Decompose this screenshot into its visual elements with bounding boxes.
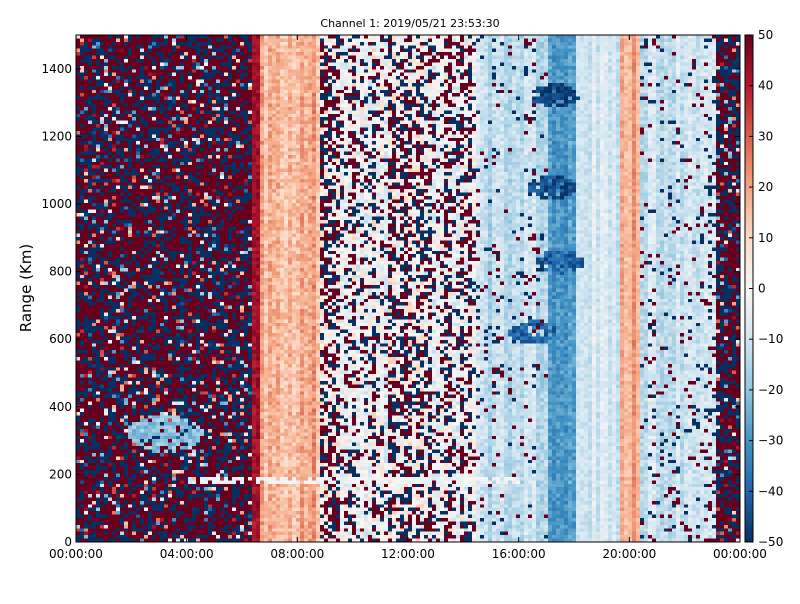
x-tick-label: 08:00:00 [270,547,324,561]
colorbar-tick-label: −20 [758,383,783,397]
y-tick-label: 400 [49,400,72,414]
y-tick-label: 600 [49,332,72,346]
colorbar-tick-label: 20 [758,180,773,194]
x-axis: 00:00:00 04:00:00 08:00:00 12:00:00 16:00:00… [49,35,767,561]
colorbar-tick-label: −30 [758,434,783,448]
x-tick-label: 00:00:00 [49,547,103,561]
x-tick-label: 12:00:00 [381,547,435,561]
colorbar-tick-label: 30 [758,129,773,143]
colorbar-tick-label: −40 [758,484,783,498]
colorbar-tick-label: 40 [758,79,773,93]
colorbar-tick-label: −50 [758,535,783,549]
y-tick-label: 1400 [41,62,72,76]
x-tick-label: 00:00:00 [713,547,767,561]
y-tick-label: 1000 [41,197,72,211]
x-tick-label: 20:00:00 [602,547,656,561]
chart-title: Channel 1: 2019/05/21 23:53:30 [320,17,499,30]
heatmap [76,35,740,542]
x-tick-label: 04:00:00 [160,547,214,561]
colorbar-tick-label: 0 [758,282,766,296]
y-tick-label: 200 [49,467,72,481]
colorbar-tick-label: 50 [758,28,773,42]
colorbar-axis: 50 40 30 20 10 0 −10 −20 −30 −40 −50 [749,28,783,549]
heatmap-image [76,35,740,542]
colorbar-tick-label: −10 [758,332,783,346]
y-tick-label: 800 [49,265,72,279]
x-tick-label: 16:00:00 [492,547,546,561]
y-tick-label: 0 [64,535,72,549]
y-axis: 0 200 400 600 800 1000 1200 1400 [41,62,740,549]
y-axis-label: Range (Km) [17,244,35,332]
y-tick-label: 1200 [41,129,72,143]
colorbar-tick-label: 10 [758,231,773,245]
